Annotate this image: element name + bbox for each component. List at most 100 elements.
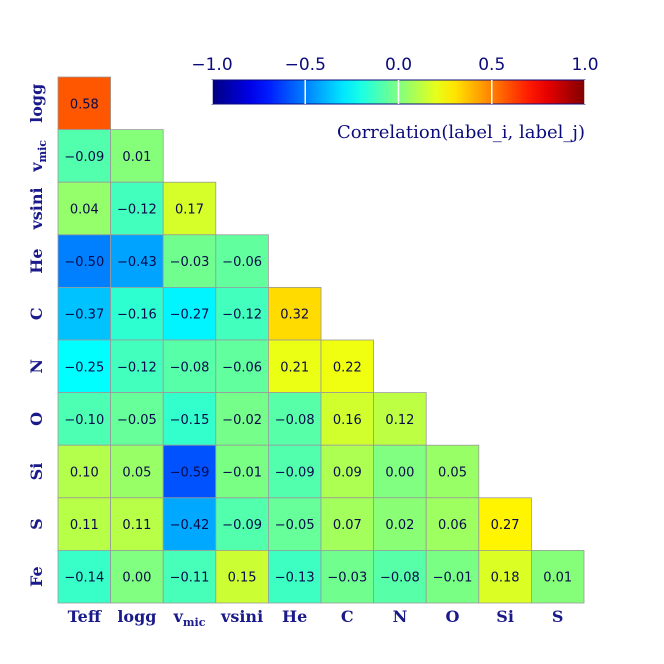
heatmap-cell: −0.10: [57, 392, 111, 446]
heatmap-cell: −0.06: [215, 339, 269, 393]
heatmap-cell: 0.06: [425, 497, 480, 551]
heatmap-cell: −0.43: [110, 234, 164, 288]
cell-value: −0.12: [117, 203, 157, 218]
heatmap-cell: 0.07: [320, 497, 374, 551]
heatmap-cell: −0.12: [215, 286, 269, 341]
cell-value: −0.14: [64, 571, 104, 586]
heatmap-cell: −0.03: [320, 550, 374, 604]
column-label-n: N: [393, 607, 408, 626]
heatmap-cell: −0.03: [162, 234, 217, 288]
cell-swatch: [110, 339, 164, 393]
heatmap-cell: −0.14: [57, 550, 111, 604]
heatmap-cell: 0.04: [57, 181, 111, 236]
cell-value: −0.08: [275, 413, 315, 428]
cell-value: 0.06: [438, 518, 467, 533]
heatmap-cell: −0.12: [110, 181, 164, 236]
column-label-v-mic: vmic: [173, 607, 206, 629]
cell-value: −0.09: [222, 518, 262, 533]
heatmap-cell: −0.09: [215, 497, 269, 551]
cell-swatch: [57, 76, 111, 130]
row-label-c: C: [27, 307, 46, 320]
cell-value: 0.12: [385, 413, 414, 428]
cell-value: −0.03: [327, 571, 367, 586]
column-label-he: He: [282, 607, 307, 626]
row-label-vsini: vsini: [27, 187, 46, 230]
cell-swatch: [320, 392, 374, 446]
heatmap-cell: 0.01: [531, 550, 585, 604]
cell-value: 0.21: [280, 360, 309, 375]
cell-swatch: [425, 550, 480, 604]
cell-value: 0.10: [70, 466, 99, 481]
cell-value: −0.02: [222, 413, 262, 428]
heatmap-cell: 0.11: [110, 497, 164, 551]
heatmap-cell: −0.01: [215, 444, 269, 499]
cell-swatch: [110, 286, 164, 341]
cell-swatch: [215, 392, 269, 446]
colorbar-tick-label: −1.0: [191, 55, 232, 75]
cell-swatch: [162, 497, 217, 551]
heatmap-cells: 0.58 −0.09 0.01 0.04 −0.12 0.17 −0.50 −0.43 −0.0…: [57, 76, 585, 604]
cell-swatch: [162, 181, 217, 236]
colorbar-tick-label: 0.0: [385, 55, 412, 75]
cell-value: 0.32: [280, 308, 309, 323]
row-labels: logg vmic vsini He C N O Si S Fe: [27, 84, 49, 587]
cell-value: −0.25: [64, 360, 104, 375]
cell-swatch: [373, 497, 427, 551]
heatmap-cell: 0.21: [267, 339, 322, 393]
heatmap-cell: −0.25: [57, 339, 111, 393]
cell-value: −0.27: [170, 308, 210, 323]
cell-value: 0.01: [122, 150, 151, 165]
row-label-s: S: [27, 518, 46, 530]
heatmap-cell: −0.08: [162, 339, 217, 393]
cell-swatch: [110, 392, 164, 446]
cell-value: 0.00: [385, 466, 414, 481]
heatmap-cell: 0.16: [320, 392, 374, 446]
cell-swatch: [110, 234, 164, 288]
cell-value: 0.22: [333, 360, 362, 375]
heatmap-cell: −0.16: [110, 286, 164, 341]
column-label-s: S: [552, 607, 564, 626]
cell-swatch: [57, 392, 111, 446]
cell-value: 0.11: [70, 518, 99, 533]
heatmap-cell: −0.37: [57, 286, 111, 341]
heatmap-cell: −0.05: [267, 497, 322, 551]
cell-value: −0.11: [170, 571, 210, 586]
column-label-c: C: [341, 607, 354, 626]
cell-value: −0.43: [117, 255, 157, 270]
heatmap-cell: −0.11: [162, 550, 217, 604]
cell-value: −0.06: [222, 360, 262, 375]
cell-swatch: [215, 497, 269, 551]
cell-swatch: [57, 497, 111, 551]
cell-swatch: [110, 129, 164, 183]
heatmap-cell: 0.22: [320, 339, 374, 393]
cell-value: −0.37: [64, 308, 104, 323]
cell-value: 0.17: [175, 203, 204, 218]
heatmap-cell: 0.17: [162, 181, 217, 236]
cell-value: −0.08: [380, 571, 420, 586]
cell-value: −0.09: [64, 150, 104, 165]
cell-value: −0.12: [222, 308, 262, 323]
row-label-si: Si: [27, 463, 46, 481]
cell-value: 0.09: [333, 466, 362, 481]
heatmap-cell: 0.18: [478, 550, 532, 604]
row-label-he: He: [27, 248, 46, 273]
row-label-n: N: [27, 359, 46, 374]
heatmap-cell: −0.13: [267, 550, 322, 604]
cell-value: −0.01: [222, 466, 262, 481]
cell-swatch: [162, 444, 217, 499]
cell-swatch: [267, 339, 322, 393]
heatmap-cell: −0.42: [162, 497, 217, 551]
cell-swatch: [425, 444, 480, 499]
heatmap-cell: 0.05: [425, 444, 480, 499]
cell-swatch: [267, 286, 322, 341]
cell-value: 0.11: [122, 518, 151, 533]
heatmap-cell: −0.09: [267, 444, 322, 499]
column-label-teff: Teff: [68, 607, 102, 626]
heatmap-cell: −0.15: [162, 392, 217, 446]
cell-value: 0.15: [228, 571, 257, 586]
cell-swatch: [478, 497, 532, 551]
cell-value: 0.05: [438, 466, 467, 481]
cell-value: −0.15: [170, 413, 210, 428]
colorbar-tick-label: 0.5: [478, 55, 505, 75]
column-label-o: O: [446, 607, 460, 626]
